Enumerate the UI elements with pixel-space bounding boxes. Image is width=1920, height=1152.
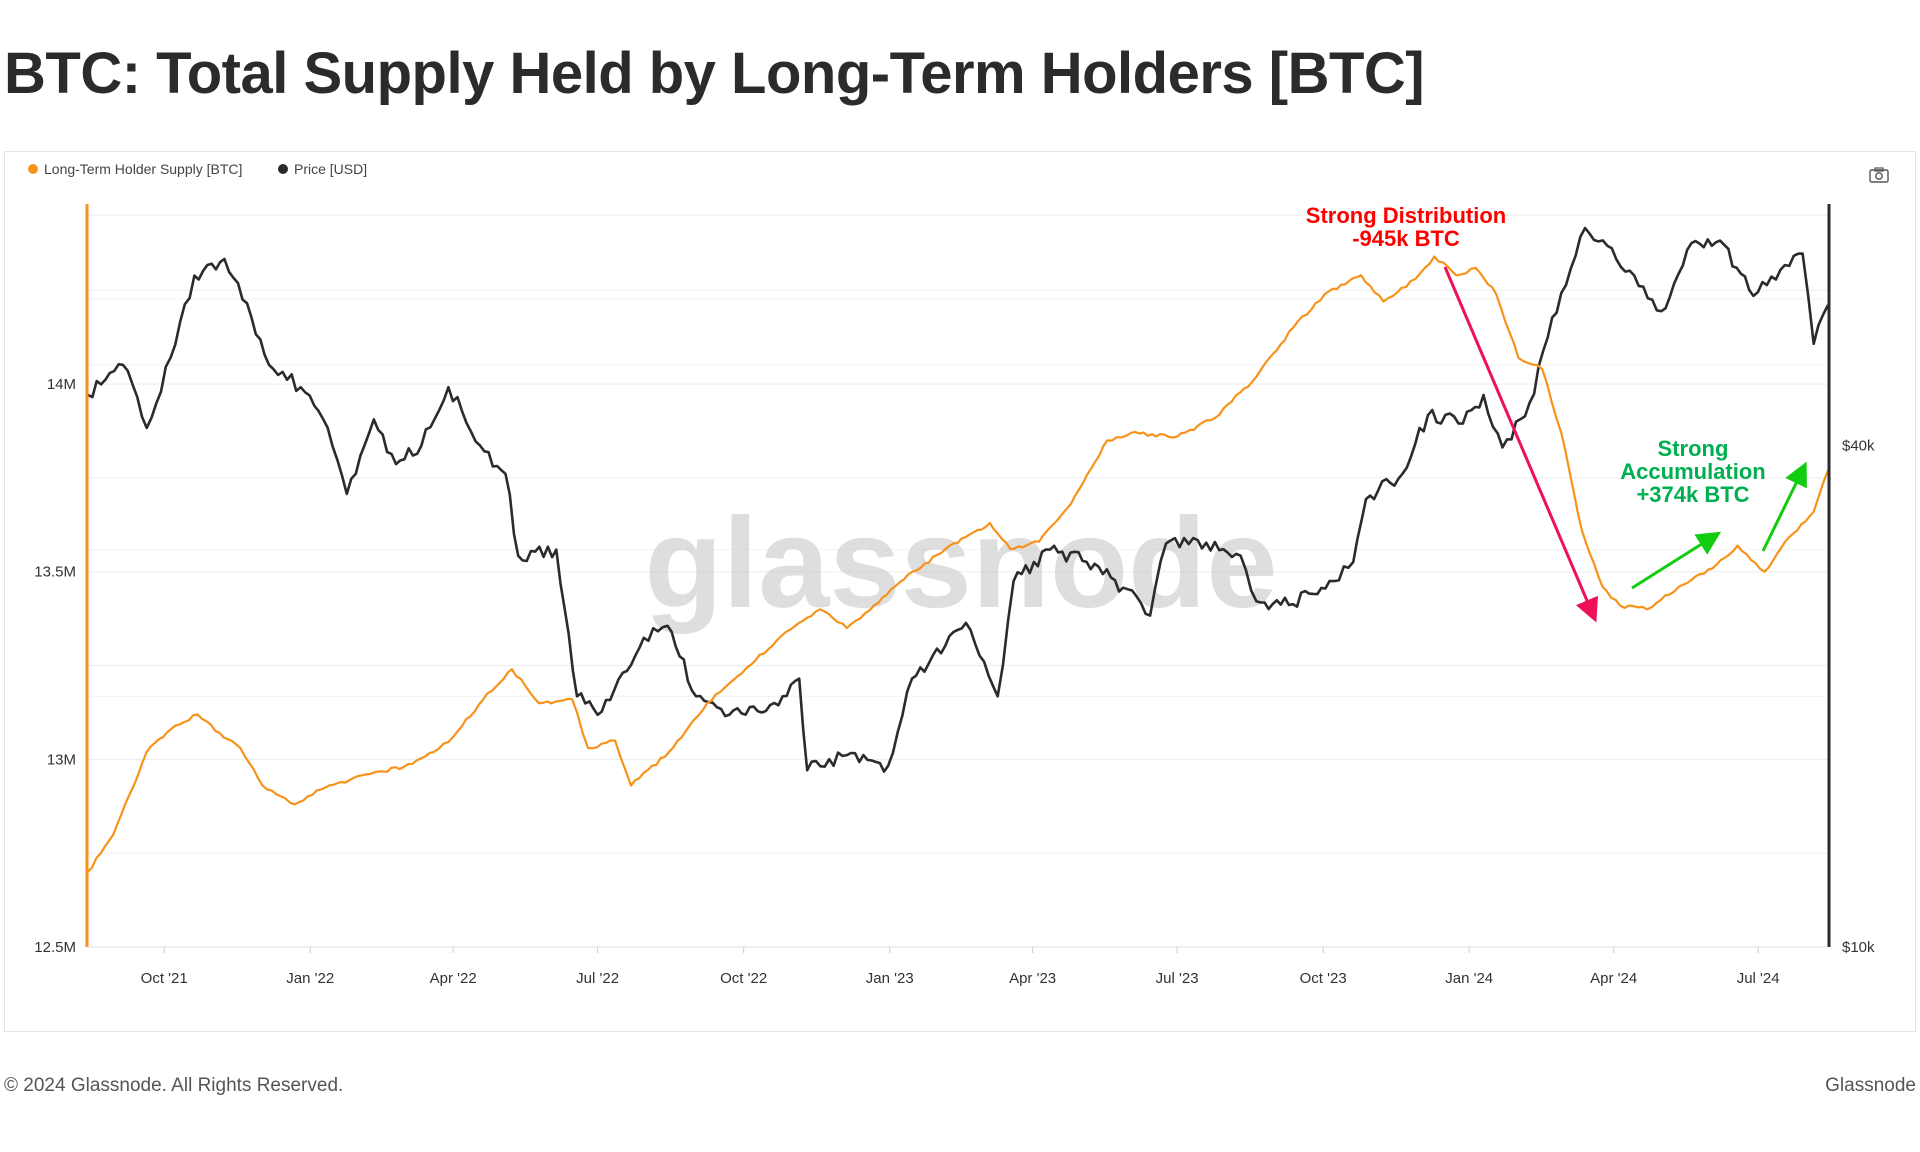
x-tick-label: Jul '23 (1156, 970, 1199, 987)
legend-item-lth[interactable]: Long-Term Holder Supply [BTC] (28, 161, 242, 177)
annotations: Strong Distribution -945k BTC Strong Acc… (1306, 203, 1807, 623)
distribution-label-line1: Strong Distribution (1306, 203, 1506, 228)
x-tick-label: Apr '23 (1009, 970, 1056, 987)
footer-brand[interactable]: Glassnode (1825, 1075, 1916, 1096)
x-tick-label: Jan '23 (866, 970, 914, 987)
x-tick-label: Jul '24 (1737, 970, 1780, 987)
accumulation-arrow-2 (1761, 461, 1807, 552)
y-left-tick-label: 13M (47, 751, 76, 768)
x-tick-label: Jan '22 (286, 970, 334, 987)
y-left-tick-label: 13.5M (34, 564, 76, 581)
x-tick-label: Oct '22 (720, 970, 767, 987)
x-tick-label: Apr '22 (430, 970, 477, 987)
legend-dot-lth (28, 164, 38, 174)
distribution-arrow (1443, 266, 1598, 623)
distribution-label-line2: -945k BTC (1352, 226, 1460, 251)
footer-copyright: © 2024 Glassnode. All Rights Reserved. (4, 1075, 344, 1096)
legend-label-lth: Long-Term Holder Supply [BTC] (44, 161, 243, 177)
x-tick-label: Apr '24 (1590, 970, 1637, 987)
y-left-tick-label: 12.5M (34, 939, 76, 956)
price-series-line (87, 226, 1830, 773)
y-right-tick-label: $40k (1842, 438, 1875, 455)
page-title: BTC: Total Supply Held by Long-Term Hold… (4, 41, 1425, 106)
camera-icon[interactable] (1869, 167, 1889, 183)
lth-supply-series-line (87, 255, 1830, 873)
accumulation-label-line3: +374k BTC (1636, 482, 1749, 507)
y-right-tick-label: $10k (1842, 939, 1875, 956)
x-tick-label: Oct '23 (1300, 970, 1347, 987)
x-tick-label: Jul '22 (576, 970, 619, 987)
x-tick-label: Jan '24 (1445, 970, 1493, 987)
accumulation-label-line1: Strong (1658, 436, 1729, 461)
watermark: glassnode (644, 492, 1277, 635)
accumulation-arrow-1 (1631, 531, 1722, 590)
chart-container (4, 151, 1916, 1032)
legend-dot-price (278, 164, 288, 174)
legend-label-price: Price [USD] (294, 161, 368, 177)
legend-item-price[interactable]: Price [USD] (278, 161, 367, 177)
accumulation-label-line2: Accumulation (1620, 459, 1765, 484)
x-tick-label: Oct '21 (141, 970, 188, 987)
y-left-tick-label: 14M (47, 376, 76, 393)
